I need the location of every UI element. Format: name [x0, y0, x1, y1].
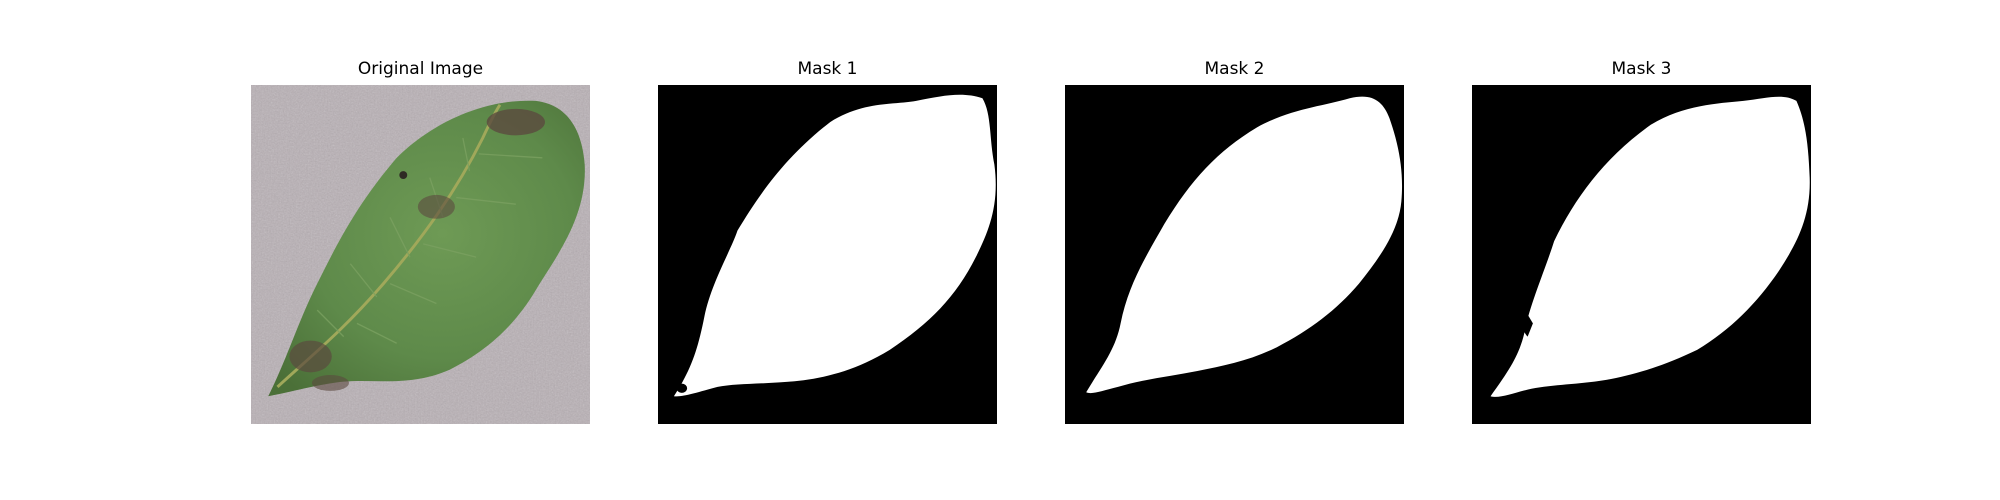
panel-title: Mask 2	[1204, 59, 1265, 79]
mask-3-image	[1472, 85, 1811, 424]
panel-title: Original Image	[357, 59, 484, 79]
mask-2-image	[1065, 85, 1404, 424]
mask-1-image	[658, 85, 997, 424]
panel-title: Mask 3	[1611, 59, 1672, 79]
original-leaf-photo	[251, 85, 590, 424]
panel-title: Mask 1	[797, 59, 858, 79]
